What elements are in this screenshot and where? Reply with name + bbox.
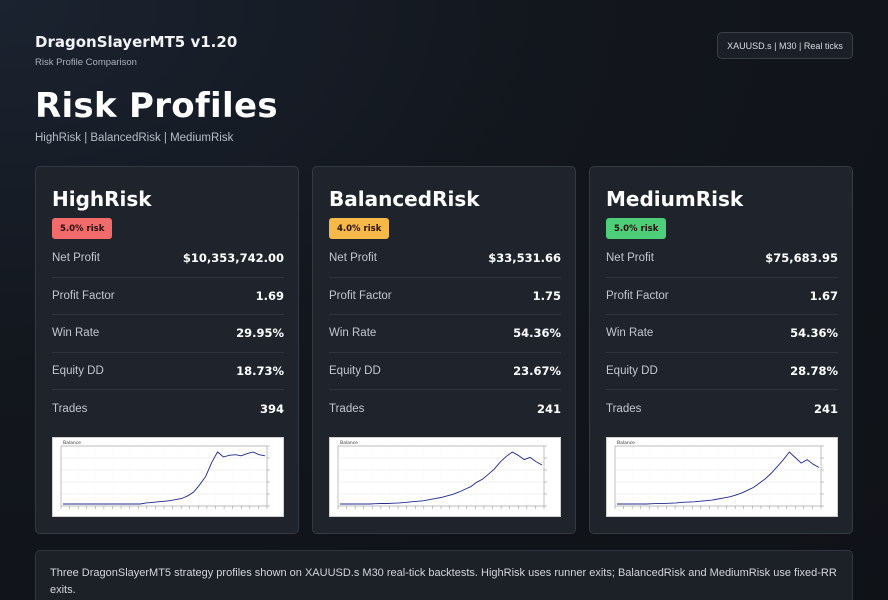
page-subtitle: HighRisk | BalancedRisk | MediumRisk: [35, 132, 234, 144]
metric-row-equity-dd: Equity DD 28.78%: [606, 353, 838, 390]
risk-badge: 5.0% risk: [606, 218, 667, 239]
equity-chart-thumbnail[interactable]: Balance: [52, 437, 284, 517]
profit-factor-value: 1.69: [255, 288, 284, 303]
metric-label: Profit Factor: [606, 289, 669, 302]
metric-row-equity-dd: Equity DD 18.73%: [52, 353, 284, 390]
metric-row-win-rate: Win Rate 29.95%: [52, 315, 284, 353]
app-title: DragonSlayerMT5 v1.20: [35, 33, 238, 51]
metric-label: Trades: [329, 402, 365, 415]
trades-value: 394: [259, 401, 284, 416]
net-profit-value: $33,531.66: [488, 251, 561, 266]
equity-chart-thumbnail[interactable]: Balance: [329, 437, 561, 517]
chart-label: Balance: [617, 440, 635, 446]
equity-chart-svg: Balance: [60, 440, 270, 509]
metric-row-net-profit: Net Profit $10,353,742.00: [52, 240, 284, 278]
net-profit-value: $75,683.95: [765, 251, 838, 266]
profile-card-mediumrisk: MediumRisk 5.0% risk Net Profit $75,683.…: [589, 166, 853, 534]
metric-label: Win Rate: [606, 327, 654, 340]
risk-badge: 5.0% risk: [52, 218, 113, 239]
profile-card-highrisk: HighRisk 5.0% risk Net Profit $10,353,74…: [35, 166, 299, 534]
metric-label: Trades: [606, 402, 642, 415]
win-rate-value: 54.36%: [790, 326, 838, 341]
chart-label: Balance: [63, 440, 81, 446]
profile-card-balancedrisk: BalancedRisk 4.0% risk Net Profit $33,53…: [312, 166, 576, 534]
metric-row-trades: Trades 241: [606, 390, 838, 428]
metric-row-trades: Trades 394: [52, 390, 284, 428]
profile-title: MediumRisk: [606, 187, 744, 211]
trades-value: 241: [813, 401, 838, 416]
metric-row-net-profit: Net Profit $75,683.95: [606, 240, 838, 278]
metric-row-equity-dd: Equity DD 23.67%: [329, 353, 561, 390]
net-profit-value: $10,353,742.00: [182, 251, 284, 266]
footer-note: Three DragonSlayerMT5 strategy profiles …: [35, 550, 853, 600]
metric-row-profit-factor: Profit Factor 1.67: [606, 278, 838, 315]
equity-dd-value: 18.73%: [236, 363, 284, 378]
metrics-list: Net Profit $75,683.95 Profit Factor 1.67…: [606, 240, 838, 428]
metric-label: Net Profit: [606, 252, 654, 265]
metric-label: Equity DD: [329, 364, 381, 377]
metric-label: Net Profit: [52, 252, 100, 265]
profit-factor-value: 1.67: [809, 288, 838, 303]
profile-title: BalancedRisk: [329, 187, 480, 211]
equity-dd-value: 23.67%: [513, 363, 561, 378]
page-title: Risk Profiles: [35, 86, 278, 126]
equity-curve-line: [63, 451, 266, 505]
equity-curve-line: [617, 451, 820, 505]
metric-label: Win Rate: [329, 327, 377, 340]
chart-label: Balance: [340, 440, 358, 446]
metric-row-win-rate: Win Rate 54.36%: [329, 315, 561, 353]
risk-badge: 4.0% risk: [329, 218, 390, 239]
win-rate-value: 29.95%: [236, 326, 284, 341]
win-rate-value: 54.36%: [513, 326, 561, 341]
metric-row-net-profit: Net Profit $33,531.66: [329, 240, 561, 278]
equity-curve-line: [340, 451, 543, 505]
profit-factor-value: 1.75: [532, 288, 561, 303]
equity-chart-svg: Balance: [614, 440, 824, 509]
metric-label: Trades: [52, 402, 88, 415]
metric-row-trades: Trades 241: [329, 390, 561, 428]
metric-label: Profit Factor: [52, 289, 115, 302]
metric-row-profit-factor: Profit Factor 1.69: [52, 278, 284, 315]
equity-dd-value: 28.78%: [790, 363, 838, 378]
app-subtitle: Risk Profile Comparison: [35, 57, 137, 68]
context-badge: XAUUSD.s | M30 | Real ticks: [717, 32, 853, 59]
equity-chart-thumbnail[interactable]: Balance: [606, 437, 838, 517]
metric-label: Equity DD: [606, 364, 658, 377]
metric-label: Profit Factor: [329, 289, 392, 302]
metric-label: Win Rate: [52, 327, 100, 340]
profile-title: HighRisk: [52, 187, 152, 211]
equity-chart-svg: Balance: [337, 440, 547, 509]
trades-value: 241: [536, 401, 561, 416]
metrics-list: Net Profit $33,531.66 Profit Factor 1.75…: [329, 240, 561, 428]
metric-row-win-rate: Win Rate 54.36%: [606, 315, 838, 353]
metric-label: Equity DD: [52, 364, 104, 377]
metric-label: Net Profit: [329, 252, 377, 265]
metric-row-profit-factor: Profit Factor 1.75: [329, 278, 561, 315]
metrics-list: Net Profit $10,353,742.00 Profit Factor …: [52, 240, 284, 428]
